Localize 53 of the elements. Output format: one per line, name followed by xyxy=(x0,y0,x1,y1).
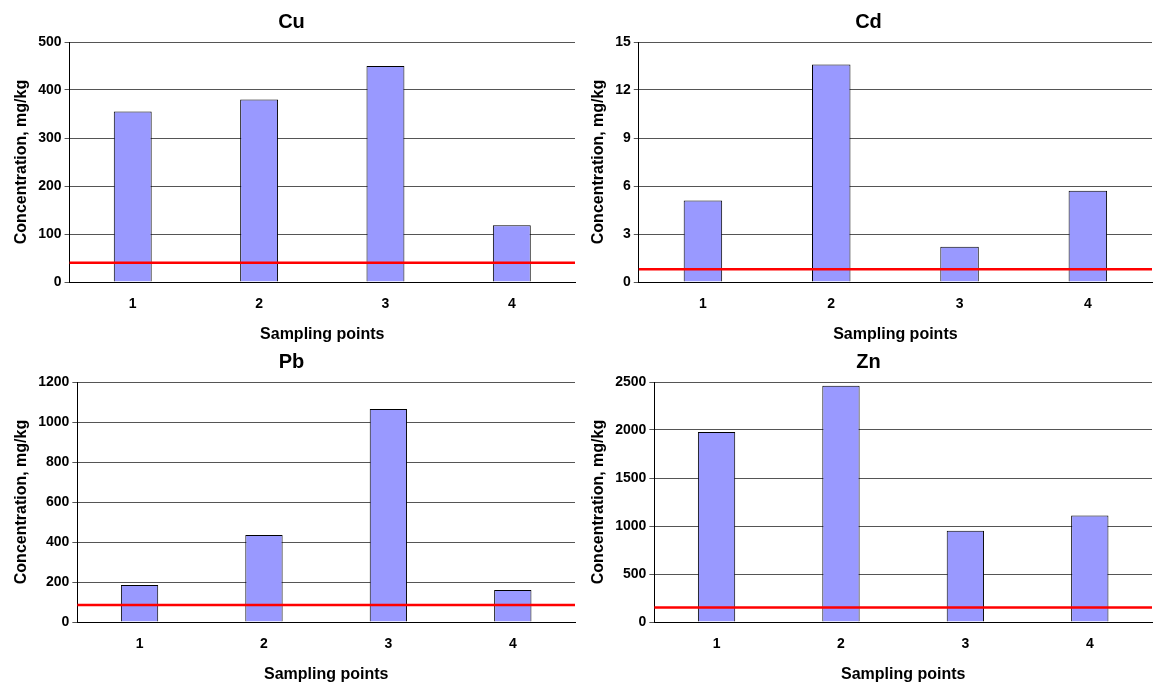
x-tick-label: 1 xyxy=(699,295,708,312)
x-tick-label: 2 xyxy=(255,295,264,312)
y-tick-label: 12 xyxy=(615,80,631,97)
x-axis-title: Sampling points xyxy=(260,324,385,342)
chart-title: Cd xyxy=(855,9,882,32)
y-tick-label: 0 xyxy=(622,272,631,289)
x-tick-label: 1 xyxy=(712,635,721,652)
y-tick-label: 3 xyxy=(622,224,631,241)
y-tick-label: 0 xyxy=(638,612,647,629)
x-tick-label: 2 xyxy=(827,295,836,312)
y-tick-label: 800 xyxy=(45,452,70,469)
x-tick-label: 4 xyxy=(508,635,517,652)
y-tick-label: 0 xyxy=(53,272,62,289)
x-tick-label: 3 xyxy=(384,635,393,652)
chart-title: Zn xyxy=(856,349,881,372)
y-tick-label: 600 xyxy=(45,492,70,509)
y-axis-title: Concentration, mg/kg xyxy=(589,419,607,585)
y-tick-label: 400 xyxy=(38,80,62,97)
x-tick-label: 4 xyxy=(507,295,516,312)
y-tick-label: 500 xyxy=(622,564,647,581)
x-tick-label: 3 xyxy=(961,635,970,652)
x-axis-title: Sampling points xyxy=(263,664,389,682)
x-axis-title: Sampling points xyxy=(840,664,966,682)
y-tick-label: 6 xyxy=(622,176,631,193)
y-tick-label: 300 xyxy=(38,128,62,145)
y-tick-label: 9 xyxy=(622,128,631,145)
y-tick-label: 1200 xyxy=(38,372,70,389)
x-tick-label: 2 xyxy=(260,635,269,652)
y-tick-label: 100 xyxy=(38,224,62,241)
x-tick-label: 3 xyxy=(381,295,390,312)
x-tick-label: 2 xyxy=(837,635,846,652)
x-tick-label: 1 xyxy=(128,295,137,312)
y-axis-title: Concentration, mg/kg xyxy=(12,79,30,245)
x-tick-label: 4 xyxy=(1083,295,1092,312)
y-tick-label: 1000 xyxy=(615,516,647,533)
y-tick-label: 0 xyxy=(61,612,70,629)
y-tick-label: 1000 xyxy=(38,412,70,429)
chart-title: Pb xyxy=(278,349,305,372)
y-tick-label: 400 xyxy=(45,532,70,549)
y-tick-label: 2500 xyxy=(615,372,647,389)
x-axis-title: Sampling points xyxy=(833,324,958,342)
y-tick-label: 1500 xyxy=(615,468,647,485)
y-axis-title: Concentration, mg/kg xyxy=(589,79,607,245)
x-tick-label: 3 xyxy=(955,295,964,312)
y-axis-title: Concentration, mg/kg xyxy=(12,419,30,585)
y-tick-label: 2000 xyxy=(615,420,647,437)
x-tick-label: 1 xyxy=(135,635,144,652)
y-tick-label: 200 xyxy=(45,572,70,589)
y-tick-label: 200 xyxy=(38,176,62,193)
chart-title: Cu xyxy=(278,9,305,32)
x-tick-label: 4 xyxy=(1085,635,1094,652)
y-tick-label: 15 xyxy=(615,32,631,49)
y-tick-label: 500 xyxy=(38,32,62,49)
